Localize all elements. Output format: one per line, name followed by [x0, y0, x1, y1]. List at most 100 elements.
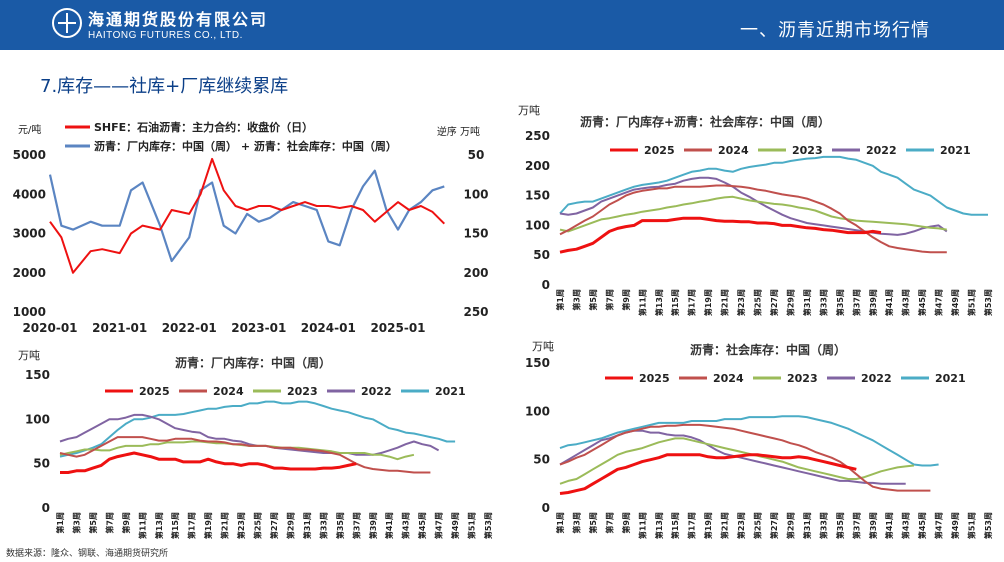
section-title: 7.库存——社库+厂库继续累库 [40, 76, 289, 97]
x-tick-label: 第51周 [967, 289, 977, 316]
x-tick-label: 第7周 [604, 512, 614, 534]
x-tick-label: 第35周 [835, 512, 845, 539]
series-line-2022 [559, 176, 948, 236]
x-tick-label: 第1周 [555, 512, 565, 534]
series-line-2023 [559, 195, 947, 233]
x-tick-label: 第27周 [769, 289, 779, 316]
x-tick-label: 第13周 [654, 289, 664, 316]
x-tick-label: 第43周 [901, 289, 911, 316]
x-tick-label: 第27周 [269, 512, 279, 539]
x-tick-label: 第5周 [588, 512, 598, 534]
x-tick-label: 2023-01 [231, 321, 286, 335]
x-tick-label: 2021-01 [92, 321, 147, 335]
y-axis-unit: 万吨 [518, 104, 540, 117]
legend-label-2024: 2024 [718, 144, 749, 157]
y-tick-label: 250 [525, 129, 550, 143]
series-line-inventory [48, 169, 445, 263]
y-tick-label: 150 [525, 356, 550, 370]
legend-label-2021: 2021 [935, 372, 966, 385]
x-tick-label: 第35周 [335, 512, 345, 539]
series-line-2024 [559, 423, 931, 492]
x-tick-label: 第9周 [621, 512, 631, 534]
legend-label-2023: 2023 [287, 385, 318, 398]
series-line-2025 [559, 216, 882, 254]
x-tick-label: 第31周 [302, 512, 312, 539]
right-tick-label: 250 [463, 305, 488, 319]
y-tick-label: 50 [33, 457, 50, 471]
legend-label: SHFE：石油沥青：主力合约：收盘价（日） [94, 120, 313, 134]
x-tick-label: 2020-01 [22, 321, 77, 335]
x-tick-label: 第13周 [154, 512, 164, 539]
x-tick-label: 第47周 [934, 512, 944, 539]
x-tick-label: 第19周 [703, 289, 713, 316]
x-tick-label: 第29周 [285, 512, 295, 539]
y-tick-label: 200 [525, 159, 550, 173]
x-tick-label: 第47周 [934, 289, 944, 316]
legend-label-2025: 2025 [644, 144, 675, 157]
x-tick-label: 第29周 [785, 512, 795, 539]
x-tick-label: 第7周 [604, 289, 614, 311]
x-tick-label: 第39周 [868, 289, 878, 316]
x-tick-label: 第7周 [104, 512, 114, 534]
left-tick-label: 5000 [13, 148, 46, 162]
x-tick-label: 第39周 [868, 512, 878, 539]
x-tick-label: 第1周 [555, 289, 565, 311]
x-tick-label: 第33周 [818, 512, 828, 539]
legend-label-2024: 2024 [213, 385, 244, 398]
y-tick-label: 100 [525, 218, 550, 232]
social-inventory-chart: 万吨 沥青：社会库存：中国（周）050100150第1周 第3周 第5周 第7周 第9周第… [525, 340, 993, 539]
series-line-2024 [59, 436, 431, 474]
x-tick-label: 第3周 [571, 289, 581, 311]
x-tick-label: 第37周 [851, 512, 861, 539]
series-line-2025 [60, 451, 357, 474]
data-source-note: 数据来源：隆众、钢联、海通期货研究所 [6, 549, 169, 559]
x-tick-label: 第25周 [753, 289, 763, 316]
x-tick-label: 第25周 [253, 512, 263, 539]
x-tick-label: 第21周 [220, 512, 230, 539]
y-tick-label: 150 [525, 189, 550, 203]
legend-label-2022: 2022 [861, 372, 892, 385]
legend-label-2023: 2023 [792, 144, 823, 157]
x-tick-label: 第1周 [55, 512, 65, 534]
x-tick-label: 第3周 [71, 512, 81, 534]
header-bar: 海通期货股份有限公司 HAITONG FUTURES CO., LTD. 一、沥… [0, 0, 1004, 50]
x-tick-label: 第27周 [769, 512, 779, 539]
right-tick-label: 200 [463, 266, 488, 280]
series-line-2021 [59, 400, 456, 458]
x-tick-label: 第5周 [88, 512, 98, 534]
x-tick-label: 第41周 [884, 289, 894, 316]
x-tick-label: 第53周 [983, 512, 993, 539]
legend-label-2021: 2021 [940, 144, 971, 157]
x-tick-label: 第3周 [571, 512, 581, 534]
x-tick-label: 第49周 [450, 512, 460, 539]
chart-title: 沥青：厂内库存：中国（周） [175, 355, 331, 370]
x-tick-label: 第49周 [950, 512, 960, 539]
y-tick-label: 100 [25, 412, 50, 426]
right-tick-label: 150 [463, 227, 488, 241]
haitong-logo-icon [52, 8, 82, 38]
legend-label-2025: 2025 [639, 372, 670, 385]
chart-title: 沥青：厂内库存+沥青：社会库存：中国（周） [580, 114, 830, 129]
x-tick-label: 第9周 [121, 512, 131, 534]
legend-label-2025: 2025 [139, 385, 170, 398]
series-line-2025 [559, 453, 857, 495]
y-tick-label: 50 [533, 453, 550, 467]
x-tick-label: 第51周 [967, 512, 977, 539]
factory-inventory-chart: 万吨沥青：厂内库存：中国（周）050100150第1周 第3周 第5周 第7周 第9周第… [18, 349, 493, 539]
x-tick-label: 第21周 [720, 289, 730, 316]
y-tick-label: 0 [42, 501, 50, 515]
x-tick-label: 第15周 [170, 512, 180, 539]
x-tick-label: 第5周 [588, 289, 598, 311]
legend-label-2021: 2021 [435, 385, 466, 398]
x-tick-label: 第23周 [236, 512, 246, 539]
x-tick-label: 第31周 [802, 512, 812, 539]
x-tick-label: 2024-01 [301, 321, 356, 335]
left-tick-label: 3000 [13, 227, 46, 241]
x-tick-label: 第39周 [368, 512, 378, 539]
x-tick-label: 第9周 [621, 289, 631, 311]
legend-label-2022: 2022 [866, 144, 897, 157]
x-tick-label: 第23周 [736, 512, 746, 539]
x-tick-label: 第43周 [901, 512, 911, 539]
x-tick-label: 第43周 [401, 512, 411, 539]
y-tick-label: 100 [525, 404, 550, 418]
